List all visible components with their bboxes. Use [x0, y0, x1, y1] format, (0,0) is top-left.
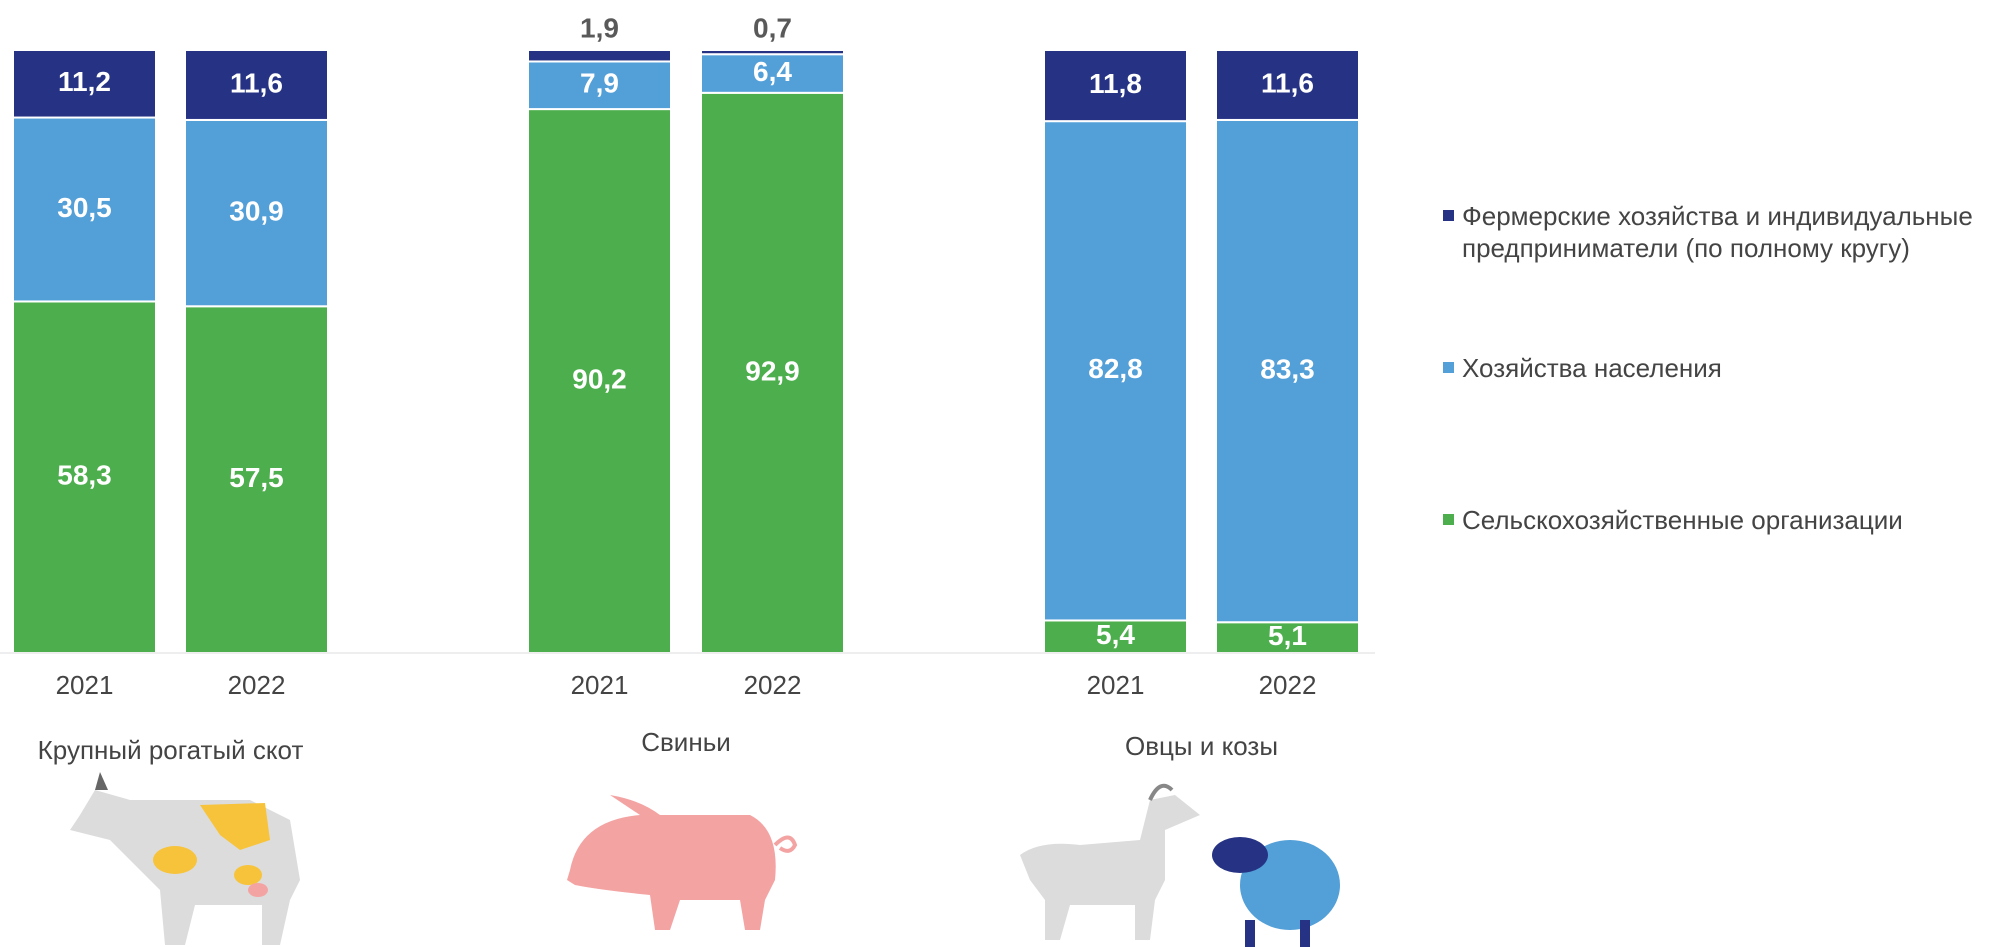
- x-tick-label: 2021: [56, 670, 114, 700]
- value-label: 11,8: [1089, 68, 1142, 99]
- bar-segment: [527, 108, 672, 655]
- legend-swatch: [1443, 210, 1454, 221]
- x-tick-label: 2022: [744, 670, 802, 700]
- goat-sheep-icon: [1020, 783, 1340, 947]
- bar-segment: [12, 300, 157, 654]
- bar-segment: [12, 116, 157, 303]
- value-label: 58,3: [57, 460, 112, 491]
- bar-segment: [184, 49, 329, 121]
- value-label: 57,5: [229, 462, 284, 493]
- value-label: 30,9: [229, 196, 284, 227]
- bar-segment: [1043, 49, 1188, 123]
- value-label: 11,2: [58, 66, 111, 97]
- bar-segment: [1043, 619, 1188, 654]
- bar-segment: [700, 91, 845, 655]
- legend-label: Сельскохозяйственные организации: [1462, 505, 1903, 535]
- bar-segment: [12, 49, 157, 119]
- legend-item: Хозяйства населения: [1443, 352, 2003, 384]
- legend-item: Фермерские хозяйства и индивидуальные пр…: [1443, 200, 2003, 264]
- bar-segment: [1043, 120, 1188, 622]
- legend-label: Хозяйства населения: [1462, 353, 1722, 383]
- legend-label: Фермерские хозяйства и индивидуальные пр…: [1462, 201, 1973, 263]
- pig-icon: [567, 795, 798, 930]
- value-label: 1,9: [580, 12, 619, 43]
- value-label: 11,6: [1261, 67, 1314, 98]
- value-label: 30,5: [57, 192, 112, 223]
- group-label: Крупный рогатый скот: [38, 735, 304, 765]
- legend-item: Сельскохозяйственные организации: [1443, 504, 2003, 536]
- x-tick-label: 2021: [571, 670, 629, 700]
- bar-segment: [184, 305, 329, 654]
- x-tick-label: 2021: [1087, 670, 1145, 700]
- bar-segment: [1215, 49, 1360, 121]
- value-label: 0,7: [753, 12, 792, 43]
- value-label: 11,6: [230, 67, 283, 98]
- bar-segment: [1215, 118, 1360, 624]
- value-label: 7,9: [580, 68, 619, 99]
- bar-segment: [700, 49, 845, 56]
- legend-swatch: [1443, 514, 1454, 525]
- value-label: 83,3: [1260, 353, 1315, 384]
- bar-segment: [527, 49, 672, 63]
- x-tick-label: 2022: [1259, 670, 1317, 700]
- value-label: 92,9: [745, 355, 800, 386]
- value-label: 5,4: [1096, 619, 1135, 650]
- x-tick-label: 2022: [228, 670, 286, 700]
- value-label: 6,4: [753, 56, 792, 87]
- cow-icon: [70, 772, 300, 945]
- value-label: 5,1: [1268, 620, 1307, 651]
- group-label: Свиньи: [641, 727, 731, 757]
- bar-segment: [1215, 621, 1360, 655]
- value-label: 90,2: [572, 363, 627, 394]
- value-label: 82,8: [1088, 353, 1143, 384]
- bar-segment: [527, 60, 672, 111]
- legend-swatch: [1443, 362, 1454, 373]
- group-label: Овцы и козы: [1125, 731, 1278, 761]
